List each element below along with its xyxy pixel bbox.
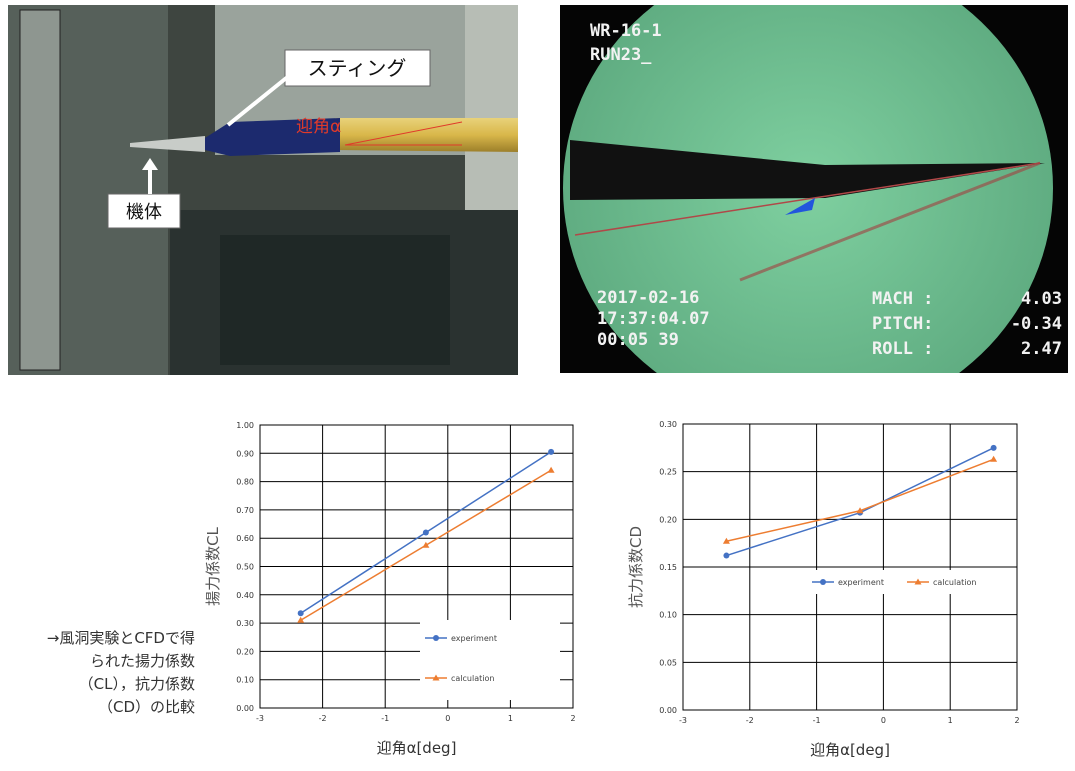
y-tick-label: 0.80 [236,478,254,487]
x-tick-label: 1 [508,714,513,723]
legend-label: experiment [451,634,497,643]
photo-overlay: ROLL : [872,339,933,359]
photo-label: 迎角α [296,117,341,137]
legend-label: calculation [933,578,976,587]
x-tick-label: 2 [1014,716,1019,725]
caption-line: （CL），抗力係数 [79,675,195,693]
x-tick-label: -1 [813,716,821,725]
photo-wind-tunnel: スティング 機体 迎角α [8,5,518,375]
photo-label: 機体 [126,202,162,223]
legend-label: calculation [451,674,494,683]
y-tick-label: 0.00 [236,704,254,713]
x-tick-label: 0 [445,714,450,723]
photo-overlay: MACH : [872,289,933,309]
figure: スティング 機体 迎角α WR-16-1 RUN23_ 2017-02-16 1… [0,0,1075,771]
y-tick-label: 0.60 [236,534,254,543]
y-tick-label: 0.10 [236,676,254,685]
legend-marker [433,635,439,641]
y-tick-label: 0.30 [659,420,677,429]
point [991,445,997,451]
photo-overlay: 00:05 39 [597,330,679,350]
photo-overlay: RUN23_ [590,45,652,65]
photo-overlay: -0.34 [1011,314,1062,334]
y-axis-label: 揚力係数CL [204,526,222,605]
x-axis-label: 迎角α[deg] [810,741,890,759]
y-tick-label: 0.05 [659,658,677,667]
y-tick-label: 0.20 [236,647,254,656]
photo-overlay: WR-16-1 [590,21,662,41]
point [423,530,429,536]
photo-overlay: 2017-02-16 [597,288,699,308]
legend-marker [820,579,826,585]
y-tick-label: 0.90 [236,449,254,458]
caption: →風洞実験とCFDで得 られた揚力係数 （CL），抗力係数 （CD）の比較 [47,629,195,716]
x-tick-label: -3 [679,716,687,725]
photo-overlay: PITCH: [872,314,933,334]
point [298,610,304,616]
legend-label: experiment [838,578,884,587]
photo-schlieren: WR-16-1 RUN23_ 2017-02-16 17:37:04.07 00… [560,0,1068,423]
legend-box [420,620,560,700]
y-tick-label: 0.25 [659,468,677,477]
photo-overlay: 2.47 [1021,339,1062,359]
x-tick-label: 0 [881,716,886,725]
x-tick-label: 2 [570,714,575,723]
y-tick-label: 0.15 [659,563,677,572]
y-tick-label: 0.70 [236,506,254,515]
x-tick-label: -3 [256,714,264,723]
point [723,553,729,559]
x-axis-label: 迎角α[deg] [377,739,457,757]
photo-overlay: 4.03 [1021,289,1062,309]
y-tick-label: 0.10 [659,611,677,620]
x-tick-label: -2 [746,716,754,725]
y-tick-label: 0.20 [659,515,677,524]
y-axis-label: 抗力係数CD [627,526,645,608]
caption-line: られた揚力係数 [90,652,195,670]
y-tick-label: 0.30 [236,619,254,628]
y-tick-label: 0.50 [236,563,254,572]
photo-overlay: 17:37:04.07 [597,309,710,329]
y-tick-label: 0.40 [236,591,254,600]
photo-label: スティング [308,56,407,80]
caption-line: →風洞実験とCFDで得 [47,629,195,647]
page: スティング 機体 迎角α WR-16-1 RUN23_ 2017-02-16 1… [0,0,1075,771]
y-tick-label: 0.00 [659,706,677,715]
x-tick-label: -2 [319,714,327,723]
point [548,449,554,455]
x-tick-label: -1 [381,714,389,723]
caption-line: （CD）の比較 [98,698,195,716]
x-tick-label: 1 [948,716,953,725]
y-tick-label: 1.00 [236,421,254,430]
